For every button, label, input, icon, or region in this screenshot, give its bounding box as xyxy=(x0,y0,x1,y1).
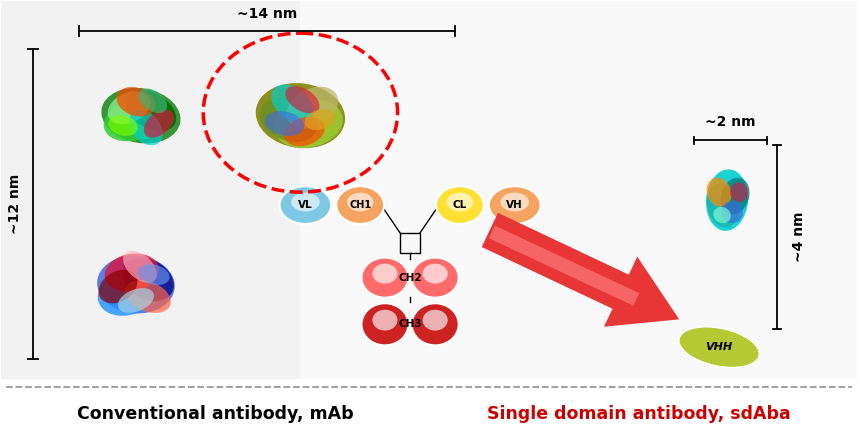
Ellipse shape xyxy=(713,207,731,223)
Ellipse shape xyxy=(436,186,484,224)
Ellipse shape xyxy=(130,110,163,145)
Ellipse shape xyxy=(286,86,319,113)
Ellipse shape xyxy=(706,169,748,231)
Text: ~2 nm: ~2 nm xyxy=(704,115,755,128)
Text: ~14 nm: ~14 nm xyxy=(238,7,298,21)
Ellipse shape xyxy=(138,264,170,285)
Ellipse shape xyxy=(679,327,759,368)
Ellipse shape xyxy=(423,310,448,331)
Ellipse shape xyxy=(139,89,167,113)
Ellipse shape xyxy=(447,193,473,211)
Bar xyxy=(2,1,856,379)
Ellipse shape xyxy=(412,303,458,345)
Text: CH3: CH3 xyxy=(398,319,422,329)
Ellipse shape xyxy=(489,186,541,224)
Bar xyxy=(400,233,420,253)
Text: CH1: CH1 xyxy=(349,200,372,210)
Ellipse shape xyxy=(423,264,448,283)
Ellipse shape xyxy=(118,288,154,313)
Ellipse shape xyxy=(256,83,345,148)
FancyArrow shape xyxy=(481,213,680,327)
Bar xyxy=(300,1,856,379)
Ellipse shape xyxy=(97,256,175,313)
Ellipse shape xyxy=(336,186,384,224)
Ellipse shape xyxy=(260,97,317,142)
Ellipse shape xyxy=(305,109,336,130)
Text: ~4 nm: ~4 nm xyxy=(792,212,806,262)
Ellipse shape xyxy=(274,99,343,148)
Text: VH: VH xyxy=(506,200,523,210)
Ellipse shape xyxy=(265,111,304,136)
Text: Single domain antibody, sdAba: Single domain antibody, sdAba xyxy=(487,405,791,423)
Ellipse shape xyxy=(500,193,529,211)
Ellipse shape xyxy=(721,201,743,223)
Text: Conventional antibody, mAb: Conventional antibody, mAb xyxy=(77,405,354,423)
Ellipse shape xyxy=(280,186,331,224)
FancyArrow shape xyxy=(489,226,639,306)
Text: VHH: VHH xyxy=(705,342,733,352)
Text: VL: VL xyxy=(298,200,312,210)
Ellipse shape xyxy=(122,258,174,301)
Ellipse shape xyxy=(361,258,408,297)
Ellipse shape xyxy=(372,264,397,283)
Ellipse shape xyxy=(707,183,740,227)
Ellipse shape xyxy=(117,87,155,116)
Ellipse shape xyxy=(412,258,458,297)
Text: CL: CL xyxy=(453,200,467,210)
Ellipse shape xyxy=(99,270,137,303)
Ellipse shape xyxy=(125,90,176,131)
Ellipse shape xyxy=(144,110,174,138)
Ellipse shape xyxy=(101,88,180,143)
Ellipse shape xyxy=(105,253,159,292)
Ellipse shape xyxy=(108,115,137,136)
Text: ~12 nm: ~12 nm xyxy=(9,174,22,234)
Text: CH2: CH2 xyxy=(398,273,422,283)
Ellipse shape xyxy=(361,303,408,345)
Ellipse shape xyxy=(284,117,325,146)
Ellipse shape xyxy=(372,310,397,331)
Ellipse shape xyxy=(287,87,338,129)
Ellipse shape xyxy=(347,193,373,211)
Ellipse shape xyxy=(721,178,750,214)
Ellipse shape xyxy=(125,280,171,313)
Ellipse shape xyxy=(291,193,320,211)
Ellipse shape xyxy=(98,269,158,316)
Ellipse shape xyxy=(271,85,314,123)
Ellipse shape xyxy=(707,178,732,207)
Ellipse shape xyxy=(730,182,748,202)
Ellipse shape xyxy=(104,100,162,141)
Ellipse shape xyxy=(108,91,150,124)
Ellipse shape xyxy=(123,251,157,283)
